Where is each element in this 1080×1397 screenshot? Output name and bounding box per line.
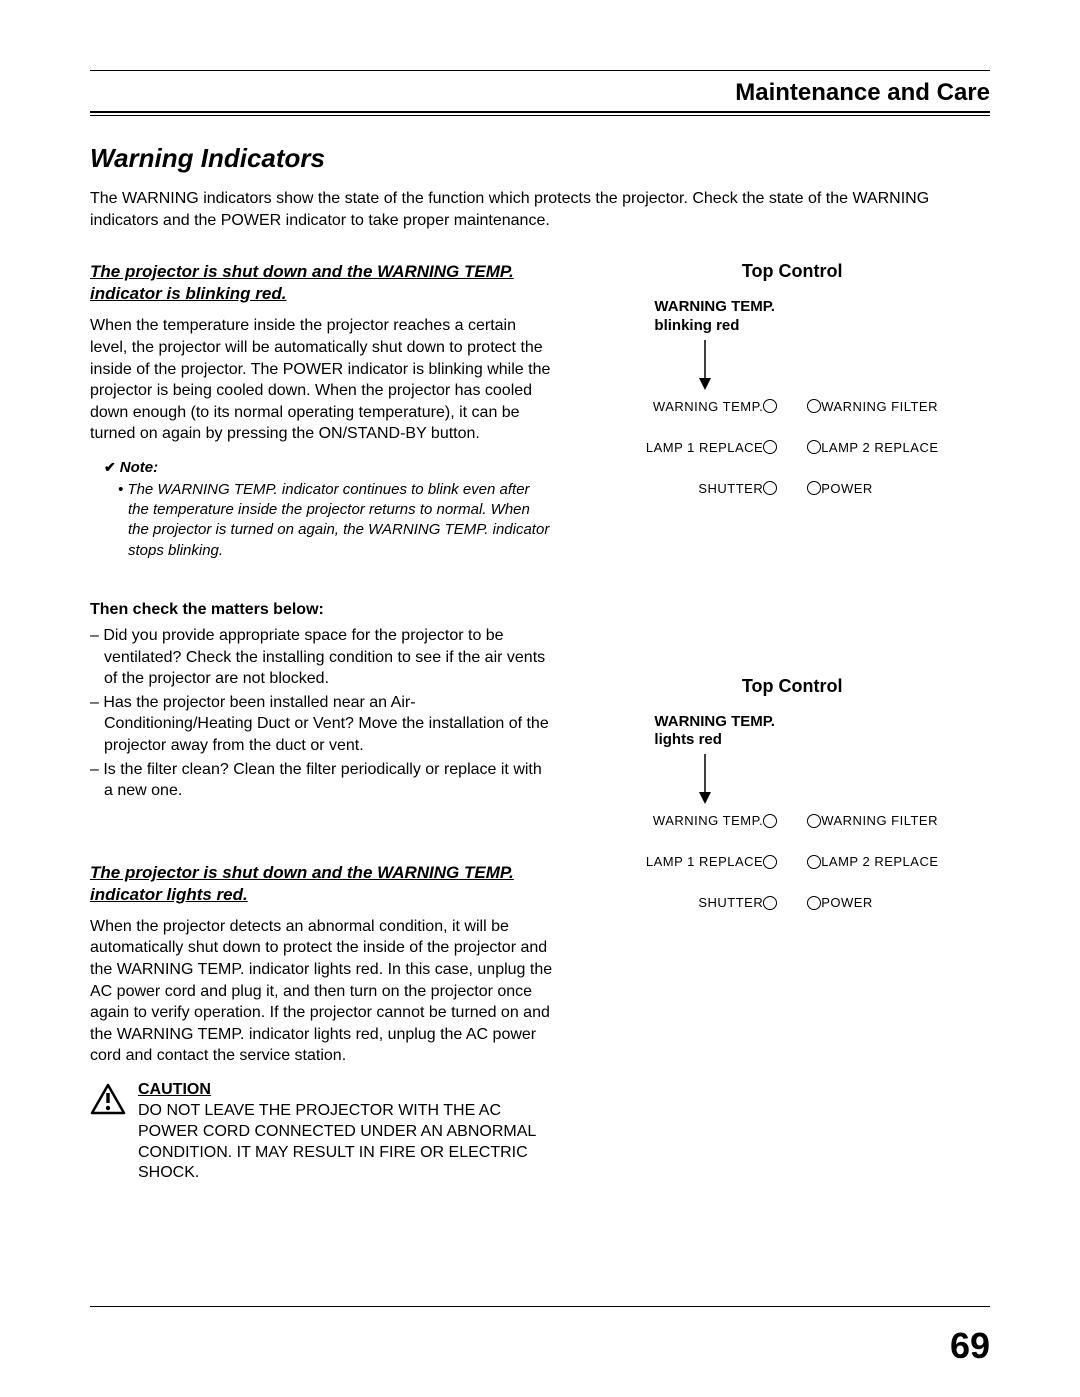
check-item: – Did you provide appropriate space for … — [104, 625, 554, 690]
status1-line2: blinking red — [654, 317, 739, 334]
note-label: Note: — [104, 459, 554, 476]
status2-line1: WARNING TEMP. — [654, 713, 775, 730]
status1-line1: WARNING TEMP. — [654, 298, 775, 315]
header-separator — [90, 111, 990, 117]
intro-paragraph: The WARNING indicators show the state of… — [90, 188, 990, 231]
indicator-bulb — [807, 399, 821, 413]
indicator-label: POWER — [821, 481, 938, 496]
section2-body: When the projector detects an abnormal c… — [90, 916, 554, 1067]
diagram-lights: Top Control WARNING TEMP. lights red WAR… — [594, 676, 990, 911]
indicator-bulb — [763, 399, 777, 413]
check-item: – Has the projector been installed near … — [104, 692, 554, 757]
indicator-label: WARNING TEMP. — [646, 813, 763, 828]
caution-text: DO NOT LEAVE THE PROJECTOR WITH THE AC P… — [138, 1101, 554, 1184]
indicator-bulb — [763, 855, 777, 869]
indicator-label: WARNING FILTER — [821, 813, 938, 828]
page-number: 69 — [950, 1325, 990, 1367]
indicator-grid-2: WARNING TEMP. WARNING FILTER LAMP 1 REPL… — [594, 813, 990, 910]
left-column: The projector is shut down and the WARNI… — [90, 261, 554, 1224]
check-item: – Is the filter clean? Clean the filter … — [104, 759, 554, 802]
arrow-down-icon — [630, 340, 780, 395]
check-list: – Did you provide appropriate space for … — [90, 625, 554, 802]
page-title: Warning Indicators — [90, 143, 990, 174]
caution-title: CAUTION — [138, 1081, 554, 1099]
indicator-label: WARNING TEMP. — [646, 399, 763, 414]
indicator-bulb — [763, 896, 777, 910]
caution-icon — [90, 1083, 126, 1184]
indicator-bulb — [763, 440, 777, 454]
indicator-label: LAMP 1 REPLACE — [646, 440, 763, 455]
arrow-down-icon — [630, 754, 780, 809]
indicator-label: SHUTTER — [646, 895, 763, 910]
indicator-label: SHUTTER — [646, 481, 763, 496]
check-heading: Then check the matters below: — [90, 601, 554, 619]
section1-body: When the temperature inside the projecto… — [90, 315, 554, 445]
bottom-rule — [90, 1306, 990, 1307]
diagram-blinking: Top Control WARNING TEMP. blinking red W… — [594, 261, 990, 496]
indicator-bulb — [807, 440, 821, 454]
indicator-bulb — [807, 855, 821, 869]
indicator-bulb — [763, 814, 777, 828]
top-rule — [90, 70, 990, 71]
right-column: Top Control WARNING TEMP. blinking red W… — [594, 261, 990, 1224]
caution-text-wrap: CAUTION DO NOT LEAVE THE PROJECTOR WITH … — [138, 1081, 554, 1184]
indicator-grid-1: WARNING TEMP. WARNING FILTER LAMP 1 REPL… — [594, 399, 990, 496]
diagram1-title: Top Control — [594, 261, 990, 282]
indicator-label: POWER — [821, 895, 938, 910]
diagram2-title: Top Control — [594, 676, 990, 697]
indicator-bulb — [807, 481, 821, 495]
section-lights-red: The projector is shut down and the WARNI… — [90, 862, 554, 1185]
caution-block: CAUTION DO NOT LEAVE THE PROJECTOR WITH … — [90, 1081, 554, 1184]
note-body: • The WARNING TEMP. indicator continues … — [118, 480, 554, 561]
section1-heading: The projector is shut down and the WARNI… — [90, 261, 554, 305]
status1-label: WARNING TEMP. blinking red — [654, 298, 990, 336]
indicator-label: LAMP 2 REPLACE — [821, 440, 938, 455]
chapter-title: Maintenance and Care — [90, 77, 990, 111]
section-blinking-red: The projector is shut down and the WARNI… — [90, 261, 554, 802]
two-column-layout: The projector is shut down and the WARNI… — [90, 261, 990, 1224]
status2-label: WARNING TEMP. lights red — [654, 713, 990, 751]
indicator-bulb — [807, 814, 821, 828]
indicator-bulb — [763, 481, 777, 495]
indicator-label: WARNING FILTER — [821, 399, 938, 414]
indicator-label: LAMP 2 REPLACE — [821, 854, 938, 869]
section2-heading: The projector is shut down and the WARNI… — [90, 862, 554, 906]
indicator-bulb — [807, 896, 821, 910]
status2-line2: lights red — [654, 731, 722, 748]
indicator-label: LAMP 1 REPLACE — [646, 854, 763, 869]
